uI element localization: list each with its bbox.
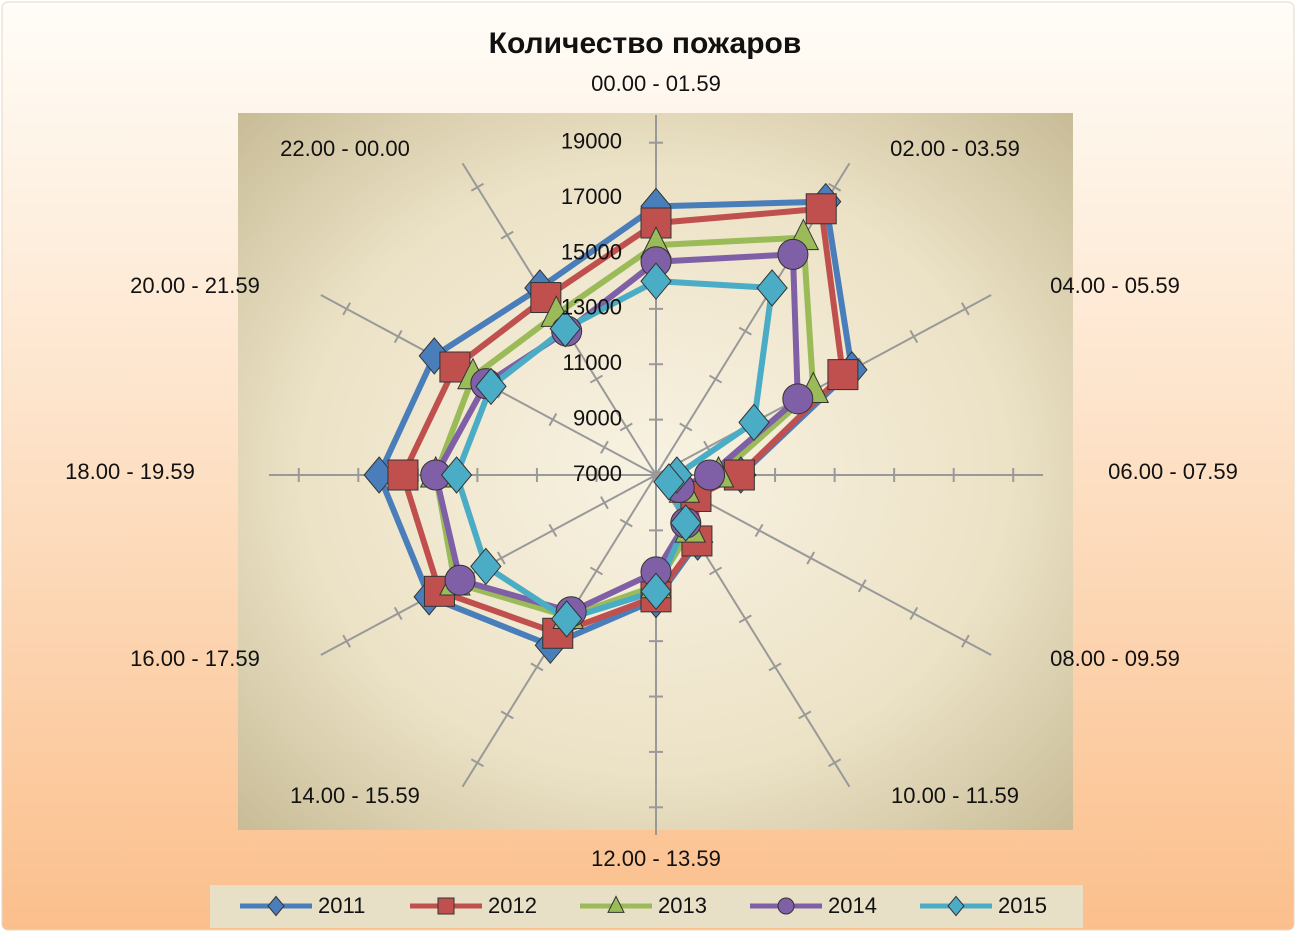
tick-mark (708, 374, 723, 384)
marker (640, 572, 672, 611)
marker (640, 262, 672, 300)
legend-marker (267, 895, 285, 917)
y-tick-label: 19000 (561, 129, 622, 154)
tick-mark (961, 302, 970, 316)
marker (470, 547, 502, 586)
y-tick-label: 13000 (561, 295, 622, 320)
category-label: 10.00 - 11.59 (891, 783, 1019, 808)
tick-mark (909, 329, 919, 344)
chart-title: Количество пожаров (489, 27, 802, 60)
legend-label: 2012 (488, 893, 537, 918)
tick-mark (470, 758, 484, 768)
category-label: 00.00 - 01.59 (591, 71, 721, 96)
tick-mark (342, 302, 351, 316)
legend-marker (777, 897, 795, 915)
tick-mark (342, 634, 351, 648)
marker (444, 564, 476, 596)
y-tick-label: 11000 (562, 350, 622, 375)
legend-label: 2013 (658, 893, 707, 918)
tick-mark (500, 710, 514, 720)
category-label: 12.00 - 13.59 (591, 846, 721, 871)
tick-mark (679, 422, 693, 432)
y-tick-label: 15000 (561, 239, 622, 264)
marker (756, 269, 788, 307)
y-tick-label: 7000 (573, 461, 622, 486)
tick-mark (798, 710, 812, 720)
tick-mark (909, 606, 919, 621)
category-label: 18.00 - 19.59 (65, 459, 195, 484)
legend-marker (437, 897, 455, 915)
y-tick-label: 9000 (573, 405, 622, 430)
tick-mark (589, 566, 604, 576)
tick-mark (619, 518, 633, 528)
tick-mark (649, 470, 663, 480)
category-label: 16.00 - 17.59 (130, 646, 260, 671)
marker (440, 456, 473, 494)
tick-mark (393, 606, 403, 621)
radial-axis (655, 294, 992, 476)
category-label: 20.00 - 21.59 (130, 273, 260, 298)
y-tick-label: 17000 (561, 184, 622, 209)
tick-mark (828, 758, 842, 768)
tick-mark (754, 523, 764, 537)
marker (475, 367, 507, 406)
tick-mark (589, 374, 604, 384)
marker (782, 383, 814, 415)
tick-mark (496, 551, 506, 565)
marker (670, 504, 702, 542)
tick-mark (619, 422, 633, 432)
category-label: 04.00 - 05.59 (1050, 273, 1180, 298)
tick-mark (828, 182, 842, 192)
tick-mark (806, 551, 816, 565)
marker (387, 459, 419, 491)
tick-mark (600, 496, 609, 510)
category-label: 08.00 - 09.59 (1050, 646, 1180, 671)
tick-mark (548, 413, 558, 427)
marker (694, 459, 726, 491)
tick-mark (470, 182, 484, 192)
marker (777, 238, 809, 270)
legend-marker (607, 895, 625, 913)
radial-axis (655, 474, 992, 656)
marker (805, 193, 837, 225)
marker (549, 309, 581, 348)
legend-label: 2011 (318, 893, 365, 918)
tick-mark (393, 329, 403, 344)
tick-mark (708, 566, 723, 576)
tick-mark (548, 523, 558, 537)
category-label: 06.00 - 07.59 (1108, 459, 1238, 484)
category-label: 22.00 - 00.00 (280, 136, 410, 161)
tick-mark (857, 579, 867, 593)
marker (653, 463, 685, 501)
tick-mark (738, 326, 752, 336)
tick-mark (961, 634, 970, 648)
tick-mark (500, 230, 514, 240)
legend-label: 2014 (828, 893, 877, 918)
legend-marker (947, 895, 965, 917)
tick-mark (768, 662, 782, 672)
marker (738, 403, 770, 442)
tick-mark (600, 440, 609, 454)
tick-mark (530, 662, 544, 672)
category-label: 02.00 - 03.59 (890, 136, 1020, 161)
tick-mark (738, 614, 752, 624)
marker (827, 359, 859, 391)
category-label: 14.00 - 15.59 (290, 783, 420, 808)
marker (551, 600, 583, 638)
legend-label: 2015 (998, 893, 1047, 918)
